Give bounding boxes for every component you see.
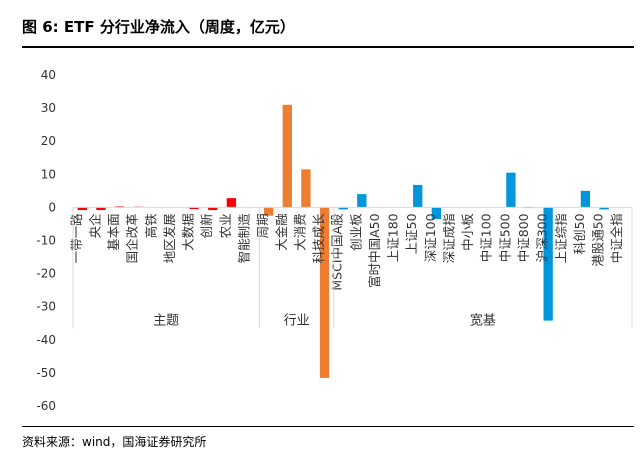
y-tick-label: 0 (48, 200, 56, 214)
category-label: 创新 (199, 213, 214, 238)
y-tick-label: -50 (36, 366, 56, 380)
category-label: 大消费 (292, 213, 307, 251)
y-tick-label: 20 (41, 134, 56, 148)
category-label: 科创50 (572, 213, 587, 254)
group-label: 主题 (153, 314, 179, 329)
bar (599, 207, 609, 210)
bar (338, 207, 348, 210)
group-label: 行业 (284, 314, 310, 329)
source-divider (22, 426, 634, 427)
category-label: 智能制造 (237, 213, 252, 264)
bar (319, 207, 330, 378)
y-tick-label: 40 (41, 68, 56, 82)
chart-area: 40 30 20 10 0 -10 -20 -30 -40 -50 -60 一带一路 央企 基本面 国企改革… (0, 48, 643, 420)
category-label: 中小板 (460, 213, 475, 251)
bar (431, 207, 442, 219)
figure-title: 图 6: ETF 分行业净流入（周度，亿元） (22, 18, 295, 36)
figure-header: 图 6: ETF 分行业净流入（周度，亿元） (22, 6, 634, 48)
bar (357, 194, 367, 208)
category-label: 创业板 (348, 213, 363, 251)
category-label: 农业 (218, 213, 233, 238)
category-label: 富时中国A50 (367, 213, 382, 288)
category-label: 中证500 (497, 213, 512, 262)
group-label: 宽基 (470, 313, 496, 329)
y-tick-label: -40 (36, 333, 56, 347)
source-note: 资料来源：wind，国海证券研究所 (22, 435, 207, 449)
category-label: 中证100 (479, 213, 494, 262)
category-label: 上证50 (404, 213, 419, 254)
category-label: 深证成指 (441, 213, 456, 263)
title-divider (22, 46, 634, 48)
category-label: 沪深300 (535, 213, 550, 262)
y-tick-label: -10 (36, 234, 56, 248)
bar (301, 169, 311, 208)
category-label: 上证180 (386, 213, 401, 262)
category-label: 科技成长 (311, 213, 326, 264)
category-label: 大金融 (274, 213, 289, 251)
category-label: 中证800 (516, 213, 531, 262)
category-label: 深证100 (423, 213, 438, 262)
y-tick-label: -20 (36, 267, 56, 281)
y-tick-label: -30 (36, 300, 56, 314)
category-label: 基本面 (106, 213, 121, 251)
y-tick-label: 30 (41, 101, 56, 115)
bar (189, 207, 199, 210)
bar (506, 172, 516, 208)
category-label: 港股通50 (591, 213, 606, 266)
category-label: 一带一路 (69, 213, 84, 264)
category-label: 高铁 (143, 213, 158, 239)
category-label: 周期 (255, 213, 270, 238)
category-label: 大数据 (181, 213, 196, 251)
bar (580, 190, 591, 208)
category-label: 地区发展 (162, 213, 177, 263)
bar (77, 207, 87, 211)
bar (413, 184, 423, 208)
etf-flow-bar-chart: 40 30 20 10 0 -10 -20 -30 -40 -50 -60 一带一路 央企 基本面 国企改革… (36, 68, 633, 413)
y-tick-label: -60 (36, 399, 56, 413)
category-label: MSCI中国A股 (330, 213, 345, 291)
bar (96, 207, 106, 211)
bar (208, 207, 218, 211)
category-label: 国企改革 (125, 213, 140, 263)
category-label: 上证综指 (553, 213, 568, 263)
category-label: 中证全指 (609, 213, 624, 263)
bar (282, 104, 292, 208)
bar (263, 207, 274, 216)
category-label: 央企 (87, 213, 102, 239)
bar (543, 207, 553, 321)
y-tick-label: 10 (41, 167, 56, 181)
bar (226, 198, 237, 208)
